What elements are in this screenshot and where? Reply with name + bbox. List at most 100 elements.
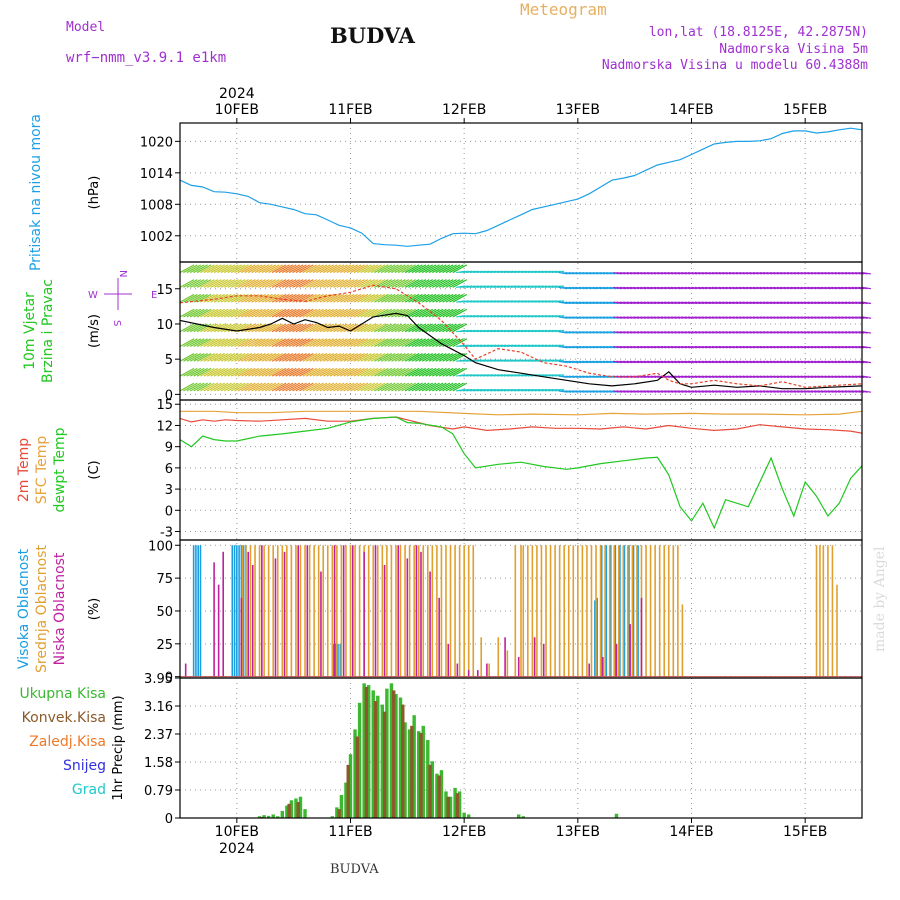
wind-arrow: [189, 338, 205, 348]
wind-arrow: [415, 323, 430, 333]
wind-arrow: [360, 293, 376, 303]
precip-tick-label: 3.95: [144, 672, 173, 687]
wind-arrow: [309, 338, 324, 348]
wind-arrow: [408, 323, 423, 333]
precip-bar: [407, 729, 412, 818]
wind-arrow: [292, 264, 307, 274]
wind-arrow: [258, 367, 273, 377]
wind-arrow: [425, 367, 440, 377]
wind-arrow: [186, 353, 202, 362]
wind-arrow: [302, 367, 318, 377]
wind-arrow: [224, 279, 239, 288]
wind-arrow: [275, 338, 290, 348]
wind-arrow: [322, 353, 338, 362]
wind-arrow: [312, 353, 328, 362]
wind-arrow: [408, 338, 423, 348]
wind-arrow: [264, 367, 280, 377]
wind-arrow: [452, 279, 468, 288]
wind-arrow: [418, 338, 433, 348]
wind-arrow: [339, 279, 355, 288]
wind-arrow: [196, 353, 212, 362]
wind-arrow: [217, 367, 232, 377]
wind-arrow: [438, 323, 454, 333]
wind-arrow: [316, 308, 331, 318]
temperature-tick-label: 0: [165, 504, 173, 519]
pressure-title: Pritisak na nivou mora: [28, 114, 44, 271]
wind-arrow: [299, 323, 314, 333]
wind-arrow: [408, 308, 423, 318]
wind-arrow: [415, 264, 430, 274]
wind-arrow: [415, 279, 430, 288]
wind-arrow: [415, 353, 430, 362]
wind-arrow: [377, 293, 393, 303]
wind-arrow: [210, 264, 225, 274]
wind-arrow: [210, 338, 225, 348]
wind-arrow: [275, 382, 290, 392]
series-line-gust: [179, 284, 863, 388]
wind-arrow: [285, 367, 300, 377]
wind-arrow: [421, 264, 437, 274]
temperature-tick-label: 6: [165, 462, 173, 477]
wind-arrow: [220, 308, 236, 318]
bottom-year-label: 2024: [219, 841, 255, 857]
wind-arrow: [264, 338, 280, 348]
clouds-tick-label: 25: [156, 638, 173, 653]
wind-arrow: [319, 353, 335, 362]
wind-arrow: [408, 279, 423, 288]
wind-tick-label: 5: [165, 353, 173, 368]
wind-arrow: [408, 353, 423, 362]
wind-arrow: [282, 367, 297, 377]
wind-arrow: [384, 323, 399, 333]
wind-arrow: [329, 382, 345, 392]
wind-arrow: [353, 293, 369, 303]
wind-arrow: [282, 279, 297, 288]
wind-arrow: [387, 264, 403, 274]
wind-arrow: [360, 382, 376, 392]
wind-arrow: [452, 353, 468, 362]
wind-arrow: [411, 338, 427, 348]
wind-arrow: [316, 279, 331, 288]
wind-arrow: [319, 308, 335, 318]
wind-arrow: [428, 367, 444, 377]
wind-arrow: [360, 308, 376, 318]
wind-arrow: [241, 338, 256, 348]
wind-arrow: [384, 279, 399, 288]
wind-arrow: [292, 338, 307, 348]
wind-arrow: [261, 382, 277, 392]
wind-arrow: [861, 271, 872, 275]
wind-arrow: [360, 264, 376, 274]
wind-arrow: [312, 279, 328, 288]
bottom-date-label: 10FEB: [215, 824, 259, 840]
wind-arrow: [288, 382, 304, 392]
wind-arrow: [394, 279, 410, 288]
wind-arrow: [555, 300, 565, 303]
wind-arrow: [357, 338, 372, 348]
precip-bar: [453, 787, 457, 818]
precip-bar: [353, 729, 357, 818]
wind-arrow: [391, 382, 406, 392]
wind-arrow: [193, 382, 208, 392]
wind-arrow: [408, 382, 423, 392]
precip-legend-entry: Snijeg: [63, 758, 106, 774]
wind-arrow: [278, 353, 294, 362]
wind-arrow: [241, 308, 256, 318]
wind-arrow: [326, 264, 341, 274]
wind-arrow: [346, 382, 362, 392]
precip-bar: [337, 809, 341, 818]
wind-arrow: [353, 353, 369, 362]
wind-arrow: [449, 338, 464, 348]
wind-arrow: [432, 367, 447, 377]
temperature-frame: [179, 399, 863, 541]
wind-arrow: [234, 353, 249, 362]
wind-arrow: [329, 308, 345, 318]
wind-arrow: [346, 279, 362, 288]
wind-arrow: [241, 264, 256, 274]
wind-arrow: [421, 367, 437, 377]
wind-arrow: [357, 353, 372, 362]
wind-arrow: [384, 264, 399, 274]
wind-arrow: [438, 382, 454, 392]
precip-bar: [403, 722, 407, 818]
wind-arrow: [271, 367, 287, 377]
wind-arrow: [432, 279, 447, 288]
wind-arrow: [401, 338, 416, 348]
